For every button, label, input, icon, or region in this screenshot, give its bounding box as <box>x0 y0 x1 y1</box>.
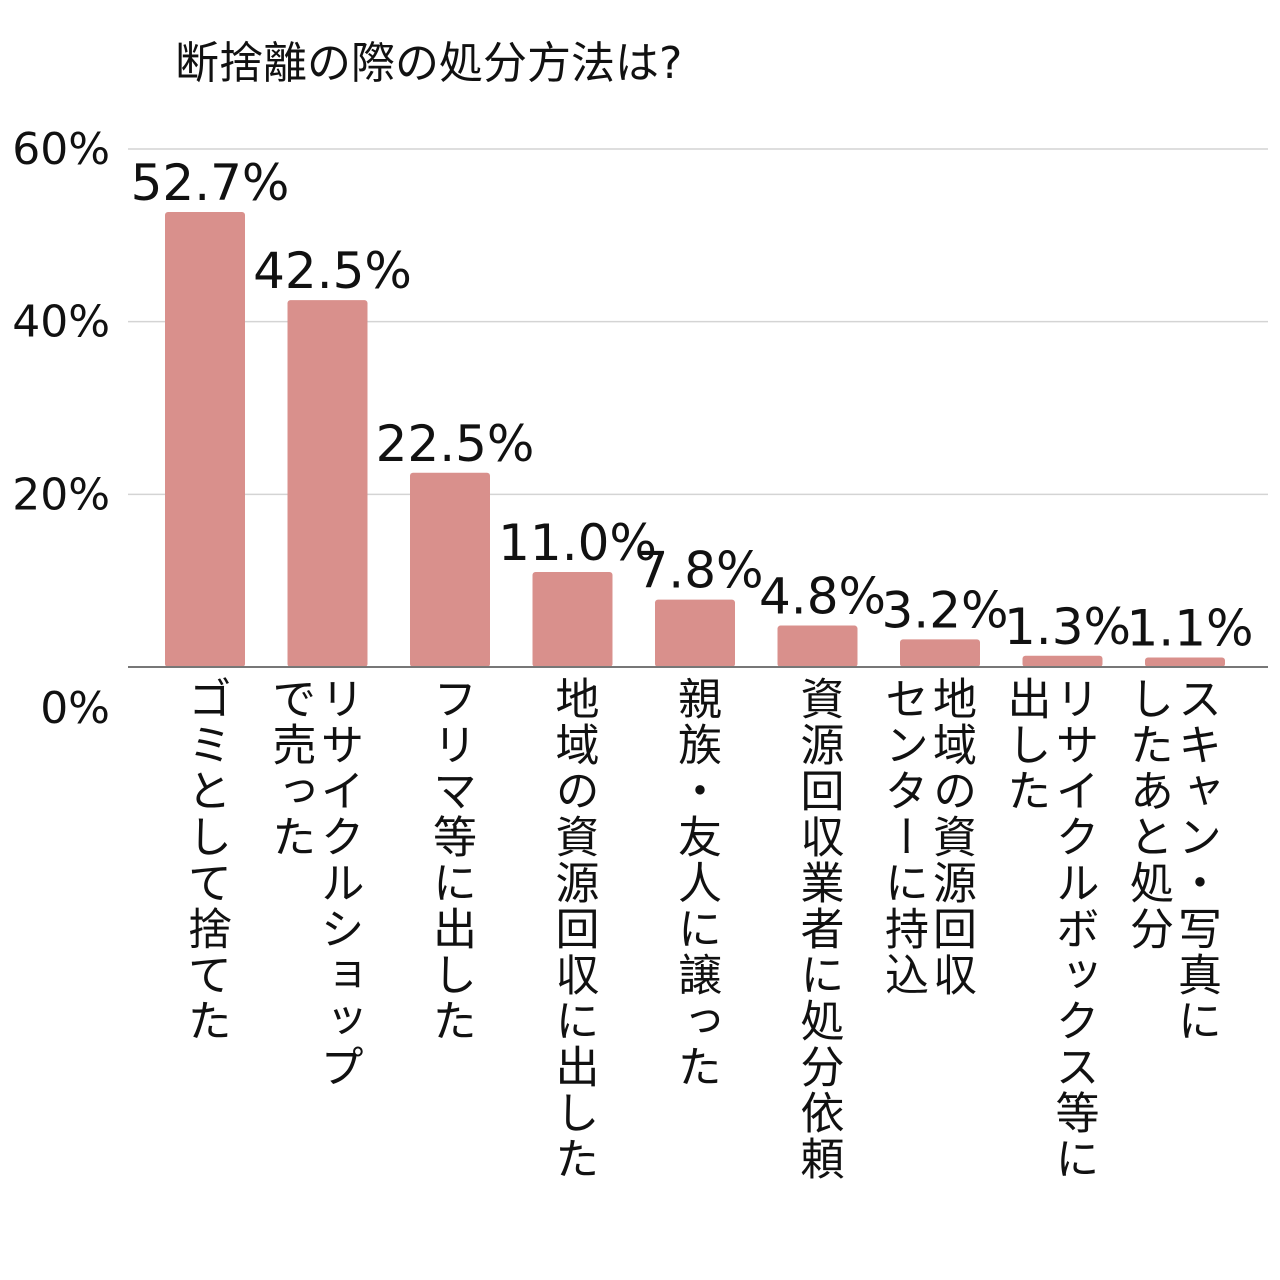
bar <box>532 572 613 667</box>
y-tick-label: 0% <box>40 683 110 734</box>
y-tick-label: 20% <box>12 469 110 520</box>
y-tick-label: 40% <box>12 297 110 348</box>
bar <box>655 599 735 667</box>
bar <box>165 212 245 668</box>
chart-title: 断捨離の際の処分方法は? <box>175 38 683 89</box>
x-category-label: ゴミとして捨てた <box>180 676 231 1044</box>
x-category-label: リサイクルボックス等に 出した <box>999 676 1099 1182</box>
data-label: 52.7% <box>131 154 290 212</box>
data-label: 22.5% <box>376 415 535 473</box>
data-label: 1.3% <box>1004 598 1131 656</box>
data-label: 4.8% <box>759 568 886 626</box>
x-category-label: 資源回収業者に処分依頼 <box>792 676 844 1182</box>
data-label: 1.1% <box>1126 600 1253 658</box>
bar <box>1145 657 1225 667</box>
x-category-label: 親族・友人に譲った <box>670 676 721 1090</box>
x-category-label: リサイクルショップ で売った <box>264 676 364 1090</box>
data-labels: 52.7% 42.5% 22.5% 11.0%7.8%4.8%3.2%1.3%1.1% <box>131 154 1254 657</box>
y-axis-ticks: 0% 20% 40% 60% <box>12 124 110 734</box>
y-tick-label: 60% <box>12 124 110 175</box>
bar <box>1022 655 1103 667</box>
x-category-label: フリマ等に出した <box>425 676 476 1044</box>
x-category-label: 地域の資源回収 センターに持込 <box>877 676 976 998</box>
data-label: 11.0% <box>498 514 657 572</box>
bar <box>900 639 980 667</box>
bars <box>128 212 1268 668</box>
bar <box>410 472 490 667</box>
x-category-label: スキャン・写真に したあと処分 <box>1122 676 1221 1044</box>
bar <box>287 300 368 667</box>
data-label: 7.8% <box>636 542 763 600</box>
x-category-label: 地域の資源回収に出した <box>547 676 599 1182</box>
data-label: 42.5% <box>253 242 412 300</box>
data-label: 3.2% <box>881 581 1008 639</box>
bar <box>777 625 858 667</box>
